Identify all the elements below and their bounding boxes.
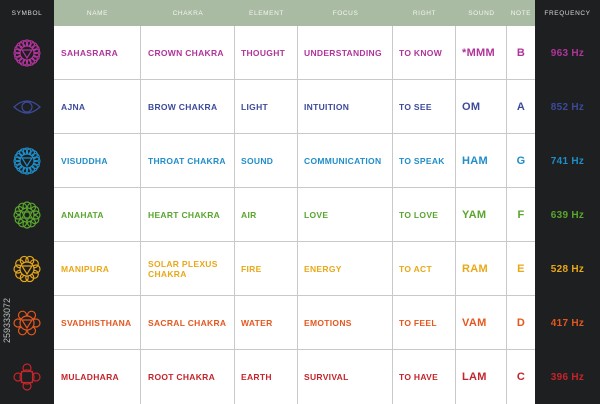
header-symbol: SYMBOL bbox=[0, 0, 54, 26]
header-name: NAME bbox=[54, 0, 141, 26]
header-note: NOTE bbox=[507, 0, 535, 26]
frequency-cell: 963 Hz bbox=[535, 26, 600, 80]
side-id-text: 259333072 bbox=[2, 297, 12, 343]
note-cell: A bbox=[507, 80, 535, 134]
focus-cell: COMMUNICATION bbox=[298, 134, 393, 188]
name-cell: AJNA bbox=[54, 80, 141, 134]
note-cell: F bbox=[507, 188, 535, 242]
frequency-cell: 417 Hz bbox=[535, 296, 600, 350]
name-cell: SVADHISTHANA bbox=[54, 296, 141, 350]
element-cell: SOUND bbox=[235, 134, 298, 188]
focus-cell: EMOTIONS bbox=[298, 296, 393, 350]
chakra-cell: BROW CHAKRA bbox=[141, 80, 235, 134]
element-cell: WATER bbox=[235, 296, 298, 350]
header-frequency: FREQUENCY bbox=[535, 0, 600, 26]
sound-cell: VAM bbox=[456, 296, 507, 350]
frequency-cell: 528 Hz bbox=[535, 242, 600, 296]
focus-cell: ENERGY bbox=[298, 242, 393, 296]
element-cell: LIGHT bbox=[235, 80, 298, 134]
table-row: VISUDDHA THROAT CHAKRA SOUND COMMUNICATION T… bbox=[0, 134, 600, 188]
root-chakra-icon bbox=[0, 350, 54, 404]
element-cell: FIRE bbox=[235, 242, 298, 296]
right-cell: TO KNOW bbox=[393, 26, 456, 80]
table-row: MANIPURA SOLAR PLEXUS CHAKRA FIRE ENERGY TO … bbox=[0, 242, 600, 296]
throat-chakra-icon bbox=[0, 134, 54, 188]
solar-plexus-chakra-icon bbox=[0, 242, 54, 296]
right-cell: TO SEE bbox=[393, 80, 456, 134]
third-eye-chakra-icon bbox=[0, 80, 54, 134]
focus-cell: UNDERSTANDING bbox=[298, 26, 393, 80]
focus-cell: LOVE bbox=[298, 188, 393, 242]
sound-cell: RAM bbox=[456, 242, 507, 296]
element-cell: EARTH bbox=[235, 350, 298, 404]
focus-cell: INTUITION bbox=[298, 80, 393, 134]
table-row: MULADHARA ROOT CHAKRA EARTH SURVIVAL TO HAVE… bbox=[0, 350, 600, 404]
chakra-cell: THROAT CHAKRA bbox=[141, 134, 235, 188]
header-sound: SOUND bbox=[456, 0, 507, 26]
table-row: AJNA BROW CHAKRA LIGHT INTUITION TO SEE OM A 85… bbox=[0, 80, 600, 134]
sound-cell: LAM bbox=[456, 350, 507, 404]
right-cell: TO FEEL bbox=[393, 296, 456, 350]
chakra-cell: SACRAL CHAKRA bbox=[141, 296, 235, 350]
table-row: SAHASRARA CROWN CHAKRA THOUGHT UNDERSTANDIN… bbox=[0, 26, 600, 80]
note-cell: C bbox=[507, 350, 535, 404]
name-cell: VISUDDHA bbox=[54, 134, 141, 188]
element-cell: THOUGHT bbox=[235, 26, 298, 80]
sound-cell: *MMM bbox=[456, 26, 507, 80]
sound-cell: OM bbox=[456, 80, 507, 134]
right-cell: TO HAVE bbox=[393, 350, 456, 404]
frequency-cell: 741 Hz bbox=[535, 134, 600, 188]
chakra-cell: CROWN CHAKRA bbox=[141, 26, 235, 80]
right-cell: TO ACT bbox=[393, 242, 456, 296]
crown-chakra-icon bbox=[0, 26, 54, 80]
header-element: ELEMENT bbox=[235, 0, 298, 26]
frequency-cell: 396 Hz bbox=[535, 350, 600, 404]
name-cell: ANAHATA bbox=[54, 188, 141, 242]
table-body: SAHASRARA CROWN CHAKRA THOUGHT UNDERSTANDIN… bbox=[0, 26, 600, 404]
table-row: SVADHISTHANA SACRAL CHAKRA WATER EMOTIONS TO… bbox=[0, 296, 600, 350]
chakra-cell: SOLAR PLEXUS CHAKRA bbox=[141, 242, 235, 296]
name-cell: MANIPURA bbox=[54, 242, 141, 296]
table-row: ANAHATA HEART CHAKRA AIR LOVE TO LOVE YAM F 639… bbox=[0, 188, 600, 242]
note-cell: B bbox=[507, 26, 535, 80]
chakra-cell: HEART CHAKRA bbox=[141, 188, 235, 242]
note-cell: D bbox=[507, 296, 535, 350]
frequency-cell: 639 Hz bbox=[535, 188, 600, 242]
sacral-chakra-icon bbox=[0, 296, 54, 350]
right-cell: TO SPEAK bbox=[393, 134, 456, 188]
header-focus: FOCUS bbox=[298, 0, 393, 26]
name-cell: SAHASRARA bbox=[54, 26, 141, 80]
frequency-cell: 852 Hz bbox=[535, 80, 600, 134]
chakra-cell: ROOT CHAKRA bbox=[141, 350, 235, 404]
sound-cell: YAM bbox=[456, 188, 507, 242]
note-cell: E bbox=[507, 242, 535, 296]
focus-cell: SURVIVAL bbox=[298, 350, 393, 404]
heart-chakra-icon bbox=[0, 188, 54, 242]
element-cell: AIR bbox=[235, 188, 298, 242]
sound-cell: HAM bbox=[456, 134, 507, 188]
header-chakra: CHAKRA bbox=[141, 0, 235, 26]
note-cell: G bbox=[507, 134, 535, 188]
name-cell: MULADHARA bbox=[54, 350, 141, 404]
right-cell: TO LOVE bbox=[393, 188, 456, 242]
header-right: RIGHT bbox=[393, 0, 456, 26]
table-header: SYMBOL NAME CHAKRA ELEMENT FOCUS RIGHT S… bbox=[0, 0, 600, 26]
